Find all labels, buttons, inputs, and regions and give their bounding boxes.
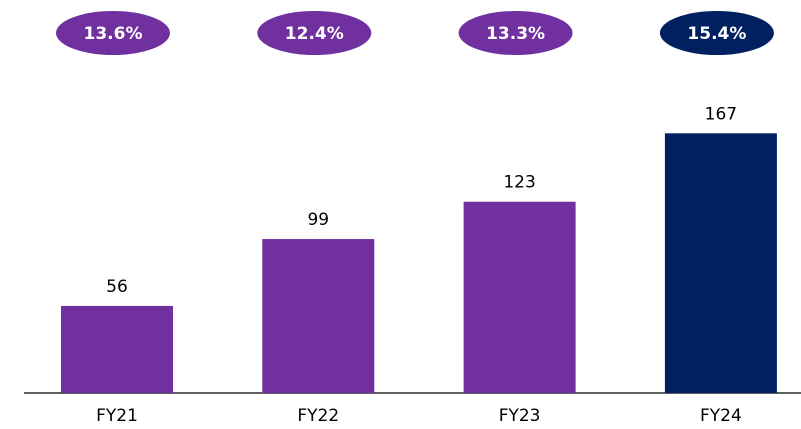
bar xyxy=(463,201,576,393)
value-label: 167 xyxy=(705,104,737,124)
annotation-label: 12.4% xyxy=(285,24,344,44)
value-label: 99 xyxy=(307,210,329,230)
annotation-badge xyxy=(257,11,372,55)
bar xyxy=(61,305,173,393)
bar xyxy=(664,133,777,393)
x-tick-label: FY24 xyxy=(700,406,742,426)
annotation-badge xyxy=(458,11,573,55)
annotation-badge xyxy=(659,11,774,55)
value-label: 56 xyxy=(106,277,128,297)
bar xyxy=(262,239,375,393)
x-tick-label: FY22 xyxy=(297,406,339,426)
annotation-label: 13.6% xyxy=(84,24,143,44)
value-label: 123 xyxy=(503,173,535,193)
annotation-label: 15.4% xyxy=(687,24,746,44)
annotation-label: 13.3% xyxy=(486,24,545,44)
x-tick-label: FY23 xyxy=(499,406,541,426)
annotation-badge xyxy=(56,11,170,55)
x-tick-label: FY21 xyxy=(96,406,138,426)
